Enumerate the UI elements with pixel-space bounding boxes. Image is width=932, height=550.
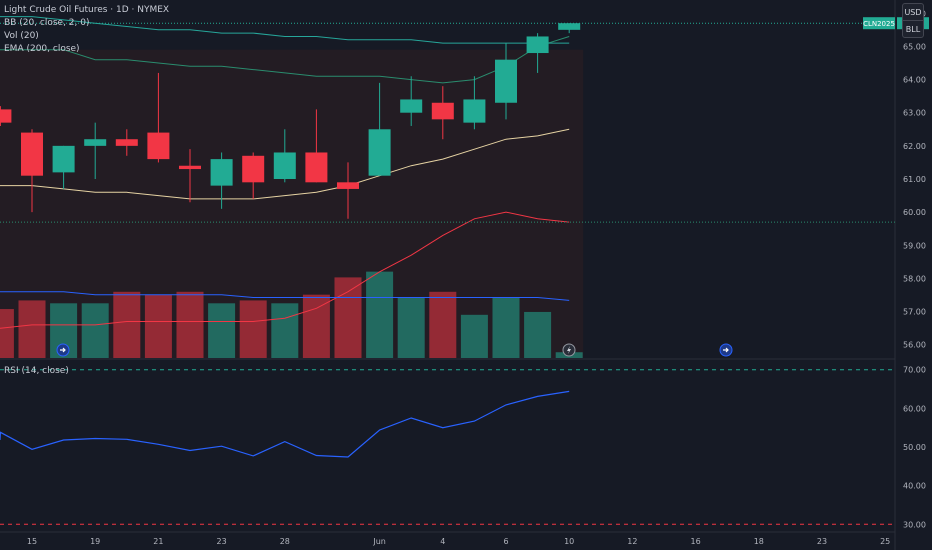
volume-bar [113,291,141,358]
rsi-tick-label: 40.00 [903,482,926,491]
time-tick-label: 6 [503,537,508,546]
time-tick-label: 28 [280,537,290,546]
candle-body [463,99,486,123]
volume-bar [302,294,330,358]
volume-bar [397,297,425,358]
rsi-legend[interactable]: RSI (14, close) [4,366,69,376]
volume-bar [144,294,172,358]
candle-body [305,152,328,183]
axes: 56.00 57.00 58.00 59.00 60.00 61.00 62.00 63.00… [27,9,929,546]
time-tick-label: 4 [440,537,445,546]
chart-legend: Light Crude Oil Futures · 1D · NYMEX BB … [4,4,169,56]
event-markers[interactable] [56,343,733,357]
candle-body [179,165,201,170]
bollinger-lower-band [0,128,570,200]
time-tick-label: 23 [817,537,827,546]
candle-body [147,132,170,160]
rsi-tick-label: 60.00 [903,404,926,413]
time-tick-label: Jun [372,537,386,546]
volume-bar [176,291,204,358]
unit-button[interactable]: BLL [902,20,924,38]
volume-bar [460,314,488,358]
rsi-pane [0,369,895,525]
time-tick-label: 19 [90,537,100,546]
rsi-tick-label: 50.00 [903,443,926,452]
candle-body [84,139,107,146]
volume-bar [429,291,457,358]
price-tick-label: 64.00 [903,76,926,85]
lightning-marker-icon[interactable] [562,343,576,357]
rsi-tick-label: 70.00 [903,366,926,375]
price-tick-label: 65.00 [903,42,926,51]
rsi-line [0,390,570,458]
candle-body [115,139,138,146]
symbol-title[interactable]: Light Crude Oil Futures · 1D · NYMEX [4,5,170,15]
volume-bar [208,303,236,358]
future-event-marker-icon[interactable] [719,343,733,357]
time-tick-label: 15 [27,537,37,546]
candle-body [495,59,517,103]
volume-bar [366,271,394,358]
volume-bar [524,311,552,358]
volume-bar [334,277,362,358]
symbol-tag-background [863,17,895,30]
symbol-tag: CLN2025 [863,20,895,28]
candle-body [368,129,391,176]
volume-bar [81,303,109,358]
candle-body [52,145,75,173]
bollinger-upper-band [0,36,570,84]
candle-body [431,102,454,120]
price-tick-label: 56.00 [903,341,926,350]
candle-body [273,152,296,179]
time-tick-label: 23 [217,537,227,546]
volume-bar [271,303,299,358]
currency-button[interactable]: USD [902,3,924,21]
candle-body [0,109,12,123]
price-tick-label: 57.00 [903,308,926,317]
dividend-marker-icon[interactable] [56,343,70,357]
volume-bar [239,300,267,358]
indicator-lines [0,16,895,329]
price-tick-label: 63.00 [903,109,926,118]
candle-body [242,155,265,183]
volume-bar [492,297,520,358]
volume-bar [0,309,14,358]
time-tick-label: 21 [153,537,163,546]
time-tick-label: 12 [627,537,637,546]
ema-200-line [0,16,570,44]
time-tick-label: 25 [880,537,890,546]
rsi-tick-label: 30.00 [903,520,926,529]
candle-body [337,182,359,189]
price-tick-label: 62.00 [903,142,926,151]
bb-legend[interactable]: BB (20, close, 2, 0) [4,18,90,28]
price-tick-label: 61.00 [903,175,926,184]
volume-bar [18,300,46,358]
vol-legend[interactable]: Vol (20) [4,31,39,41]
candle-body [558,23,581,30]
ema-legend[interactable]: EMA (200, close) [4,44,80,54]
time-tick-label: 16 [691,537,701,546]
volume-ma-line [0,291,570,301]
time-tick-label: 18 [754,537,764,546]
candle-body [210,159,233,186]
grid [0,0,896,550]
price-tick-label: 58.00 [903,274,926,283]
price-tick-label: 59.00 [903,241,926,250]
volume-bars [0,271,583,358]
time-tick-label: 10 [564,537,574,546]
candle-body [526,36,549,54]
bollinger-basis-line [0,211,570,329]
candle-body [400,99,423,113]
candles [0,23,581,219]
candle-body [21,132,43,176]
price-tick-label: 60.00 [903,208,926,217]
